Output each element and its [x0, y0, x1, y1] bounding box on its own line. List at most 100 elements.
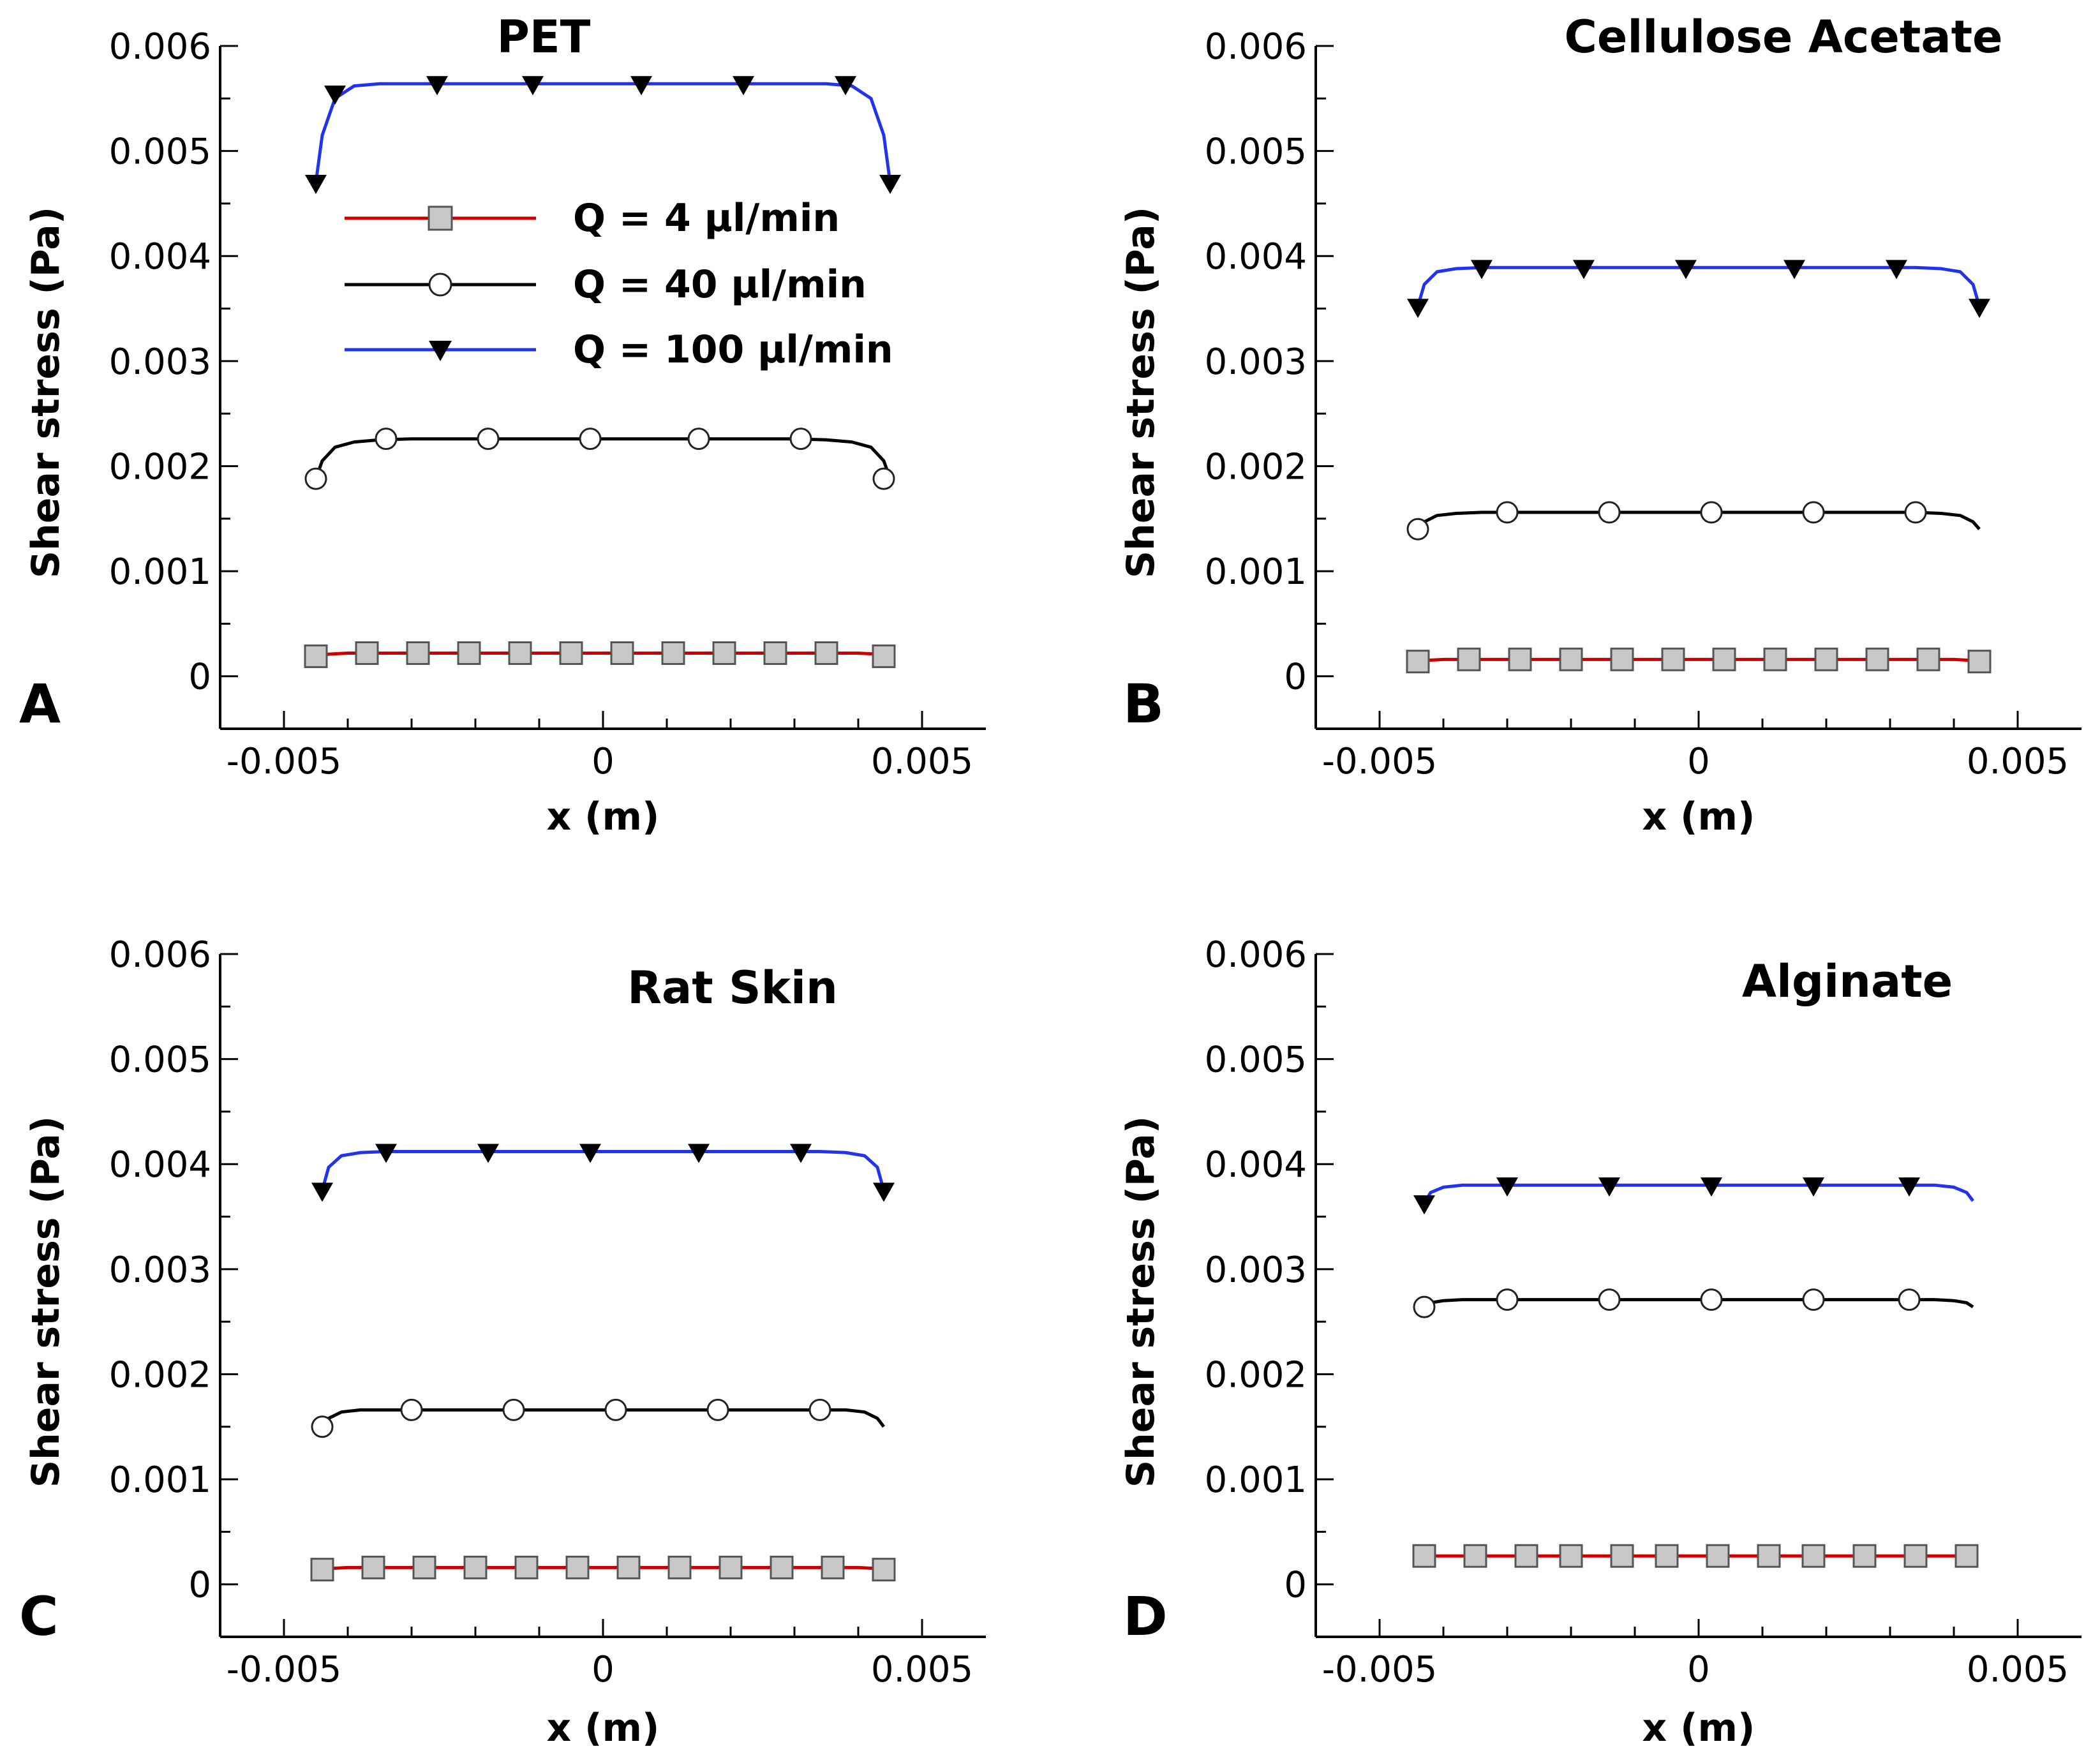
data-point-square: [412, 1555, 436, 1579]
y-tick-label: 0.004: [109, 1144, 211, 1186]
panel-c-letter: C: [19, 1585, 59, 1648]
data-point-circle: [1898, 1288, 1921, 1311]
y-tick-label: 0: [188, 657, 211, 698]
series-line-circle: [1417, 511, 1981, 530]
data-point-square: [1610, 647, 1634, 671]
data-point-square: [821, 1555, 845, 1579]
y-tick-label: 0.003: [109, 341, 211, 383]
legend-marker-triangle: [429, 341, 452, 361]
panel-d-title: Alginate: [1742, 955, 1953, 1008]
data-point-circle: [1413, 1295, 1436, 1318]
data-point-circle: [1496, 501, 1519, 524]
panel-a-plot: [304, 76, 901, 668]
x-tick-label: 0: [1687, 1649, 1710, 1690]
y-tick-label: 0.002: [1205, 1354, 1307, 1396]
data-point-triangle: [1413, 1195, 1435, 1215]
panel-d-ylabel: Shear stress (Pa): [1119, 1116, 1163, 1488]
y-tick-label: 0: [1284, 657, 1307, 698]
data-point-circle: [808, 1398, 831, 1421]
data-point-square: [361, 1555, 385, 1579]
y-tick-label: 0.001: [1205, 1459, 1307, 1501]
data-point-square: [304, 644, 328, 668]
data-point-square: [1916, 647, 1940, 671]
panel-b-plot: [1406, 260, 1992, 674]
data-point-circle: [311, 1415, 334, 1438]
panel-a: PET A x (m) Shear stress (Pa) 0 0.001 0.00…: [19, 11, 986, 839]
data-point-triangle: [477, 1144, 499, 1163]
panel-b-ylabel: Shear stress (Pa): [1119, 207, 1163, 578]
data-point-square: [1514, 1544, 1538, 1568]
data-point-triangle: [324, 86, 346, 105]
data-point-triangle: [1886, 260, 1907, 280]
data-point-circle: [604, 1398, 627, 1421]
data-point-circle: [375, 428, 398, 451]
panel-c-xlabel: x (m): [547, 1706, 660, 1750]
y-tick-label: 0.001: [109, 551, 211, 593]
x-tick-label: 0.005: [1967, 741, 2069, 782]
series-line-triangle-down: [314, 82, 892, 183]
data-point-circle: [1802, 1288, 1825, 1311]
y-tick-label: 0.005: [1205, 131, 1307, 173]
data-point-circle: [1598, 1288, 1621, 1311]
legend-marker-square: [428, 205, 453, 231]
x-tick-label: 0.005: [871, 1649, 973, 1690]
data-point-triangle: [1675, 260, 1697, 280]
data-point-square: [559, 641, 583, 665]
x-tick-label: -0.005: [1322, 741, 1438, 782]
data-point-square: [1412, 1544, 1436, 1568]
data-point-triangle: [1598, 1177, 1620, 1197]
panel-d-letter: D: [1123, 1585, 1168, 1648]
data-point-square: [1757, 1544, 1781, 1568]
data-point-triangle: [733, 76, 754, 96]
panel-b-ticks: 0 0.001 0.002 0.003 0.004 0.005 0.006 -0.005 0 0.…: [1205, 26, 2081, 782]
data-point-square: [565, 1555, 590, 1579]
data-point-circle: [1700, 501, 1723, 524]
panel-c-plot: [310, 1144, 896, 1582]
data-point-circle: [1904, 501, 1927, 524]
data-point-circle: [304, 467, 327, 490]
panel-a-title: PET: [497, 11, 591, 63]
y-tick-label: 0.001: [1205, 551, 1307, 593]
panel-c-ylabel: Shear stress (Pa): [24, 1116, 68, 1488]
panel-d: Alginate D x (m) Shear stress (Pa) 0 0.00…: [1119, 934, 2081, 1750]
data-point-triangle: [1496, 1177, 1518, 1197]
y-tick-label: 0.002: [1205, 446, 1307, 488]
data-point-square: [667, 1555, 692, 1579]
series-line-circle: [321, 1408, 885, 1428]
data-point-square: [719, 1555, 743, 1579]
data-point-triangle: [1701, 1177, 1722, 1197]
y-tick-label: 0.003: [109, 1249, 211, 1291]
data-point-square: [1801, 1544, 1826, 1568]
data-point-square: [1814, 647, 1838, 671]
data-point-triangle: [1573, 260, 1595, 280]
x-tick-label: -0.005: [227, 1649, 342, 1690]
data-point-square: [1508, 647, 1532, 671]
data-point-square: [1706, 1544, 1730, 1568]
legend: Q = 4 µl/min Q = 40 µl/min Q = 100 µl/mi…: [345, 196, 893, 372]
data-point-triangle: [426, 76, 448, 96]
data-point-circle: [1700, 1288, 1723, 1311]
legend-label-q4: Q = 4 µl/min: [573, 196, 840, 241]
series-line-square: [1417, 657, 1980, 664]
data-point-triangle: [522, 76, 544, 96]
data-point-square: [712, 641, 736, 665]
data-point-circle: [1406, 518, 1429, 541]
x-tick-label: -0.005: [1322, 1649, 1438, 1690]
data-point-square: [457, 641, 481, 665]
data-point-square: [1852, 1544, 1877, 1568]
series-line-circle: [1423, 1298, 1974, 1309]
x-tick-label: 0: [1687, 741, 1710, 782]
y-tick-label: 0.005: [109, 131, 211, 173]
data-point-circle: [789, 428, 812, 451]
legend-marker-circle: [428, 272, 452, 297]
data-point-square: [1967, 650, 1992, 674]
data-point-triangle: [1803, 1177, 1824, 1197]
y-tick-label: 0.003: [1205, 341, 1307, 383]
x-tick-label: 0: [592, 1649, 614, 1690]
x-tick-label: 0.005: [871, 741, 973, 782]
y-tick-label: 0.006: [1205, 26, 1307, 68]
series-line-triangle-down: [1422, 1183, 1974, 1204]
data-point-square: [1763, 647, 1787, 671]
data-point-triangle: [630, 76, 652, 96]
